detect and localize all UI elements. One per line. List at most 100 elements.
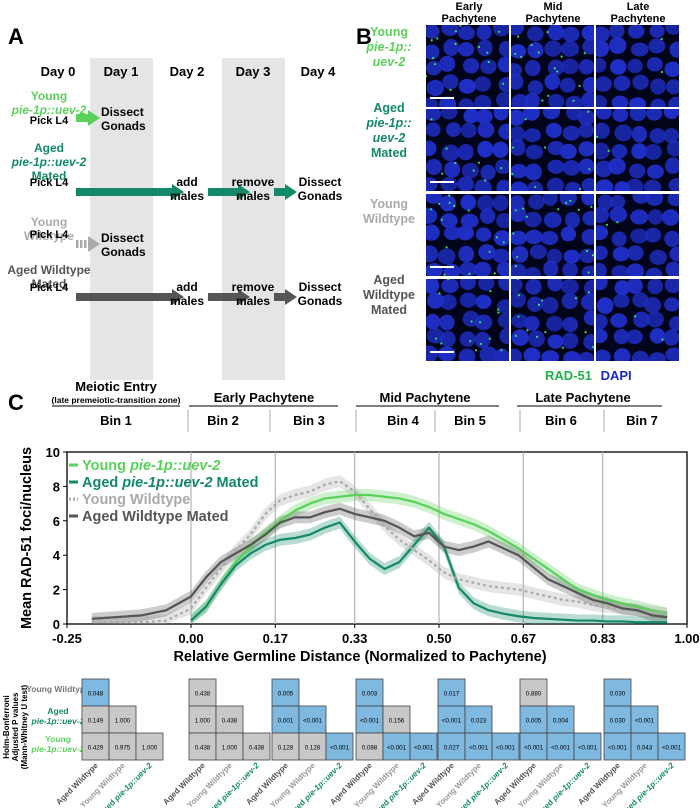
- nucleus: [498, 279, 509, 291]
- stain-legend: RAD-51 DAPI: [545, 368, 632, 383]
- nucleus: [610, 313, 628, 328]
- nucleus: [426, 194, 443, 204]
- x-tick-label: 0.00: [178, 631, 203, 646]
- bin-label: Bin 1: [100, 413, 132, 428]
- y-tick-label: 6: [53, 514, 60, 529]
- condition-name: Aged pie-1p::uev-2 Mated: [11, 141, 87, 183]
- nucleus: [426, 140, 437, 157]
- nucleus: [497, 299, 509, 314]
- nucleus: [523, 128, 541, 143]
- nucleus: [609, 59, 627, 75]
- rad51-focus: [474, 349, 478, 352]
- condition-name-line: Mated: [32, 277, 67, 291]
- x-axis-title: Relative Germline Distance (Normalized t…: [173, 649, 546, 665]
- nucleus: [647, 209, 664, 225]
- nucleus: [608, 157, 626, 175]
- pvalue-text: 0.030: [610, 691, 626, 698]
- x-tick-label: 1.00: [674, 631, 699, 646]
- nucleus: [527, 296, 543, 312]
- nucleus: [663, 128, 679, 144]
- step-label-line: Gonads: [101, 245, 146, 259]
- nucleus: [643, 179, 662, 191]
- condition-name-line: Aged: [34, 141, 64, 155]
- pvalue-text: 0.001: [278, 718, 294, 725]
- rad51-focus: [587, 271, 590, 274]
- rad51-focus: [517, 315, 520, 318]
- nucleus: [492, 194, 509, 212]
- bin-label: Bin 3: [293, 413, 325, 428]
- arrow-shaft: [274, 293, 285, 301]
- nucleus: [440, 330, 456, 347]
- microscopy-row-label-line: Young: [370, 25, 408, 39]
- nucleus: [525, 279, 542, 295]
- nucleus: [581, 228, 594, 245]
- nucleus: [583, 310, 594, 326]
- arrow-shaft: [208, 188, 238, 196]
- nuclei-layer: [511, 279, 594, 361]
- rad51-focus: [556, 70, 559, 73]
- nucleus: [582, 77, 594, 93]
- microscopy-row-label-line: Aged: [373, 101, 404, 115]
- nucleus: [596, 349, 611, 361]
- nucleus: [528, 194, 545, 210]
- nucleus: [613, 328, 629, 345]
- column-header-line: Pachytene: [525, 13, 580, 25]
- pvalue-text: 0.005: [278, 691, 294, 698]
- step-label-line: Dissect: [101, 105, 144, 119]
- x-tick-label: 0.83: [590, 631, 615, 646]
- pvalue-text: 0.023: [471, 718, 487, 725]
- arrow-head: [172, 289, 184, 305]
- series-line: [190, 521, 668, 624]
- legend-entry-italic: pie-1p::uev-2: [129, 458, 220, 474]
- nucleus: [546, 177, 564, 191]
- rad51-focus: [454, 42, 457, 45]
- nucleus: [596, 76, 612, 92]
- nucleus: [511, 245, 529, 263]
- rad51-focus: [544, 331, 547, 334]
- pvalue-axis-title-line: Adjusted P values: [11, 692, 20, 761]
- pvalue-text: 0.030: [610, 718, 626, 725]
- rad51-focus: [607, 149, 610, 152]
- nucleus: [630, 228, 648, 244]
- rad51-focus: [569, 199, 572, 202]
- nucleus: [492, 248, 509, 264]
- nucleus: [613, 348, 631, 361]
- nucleus: [581, 194, 594, 206]
- nucleus: [440, 213, 458, 229]
- rad51-focus: [470, 320, 473, 323]
- rad51-focus: [514, 334, 517, 337]
- rad51-focus: [486, 51, 489, 54]
- nucleus: [559, 143, 577, 160]
- panel-a-label: A: [8, 24, 24, 49]
- pvalue-cell: [298, 732, 327, 761]
- micrograph-tile: [426, 109, 509, 191]
- rad51-focus: [546, 30, 549, 34]
- rad51-focus: [484, 179, 487, 182]
- nucleus: [441, 25, 459, 36]
- nucleus: [561, 292, 579, 310]
- nucleus: [494, 348, 509, 361]
- pvalue-text: 0.429: [88, 745, 104, 752]
- nucleus: [648, 38, 666, 54]
- micrograph-tile: [596, 109, 679, 191]
- nucleus: [426, 207, 438, 224]
- pvalue-text: 0.149: [88, 718, 104, 725]
- nucleus: [459, 279, 477, 291]
- step-label: add males: [170, 175, 204, 203]
- rad51-focus: [514, 52, 517, 55]
- legend-entry-part: Young: [82, 458, 130, 474]
- nucleus: [457, 144, 474, 161]
- rad51-focus: [534, 185, 537, 189]
- nucleus: [477, 140, 494, 158]
- pvalue-cell: [325, 732, 354, 761]
- column-header-line: Early: [456, 1, 484, 13]
- condition-name-line: Wildtype: [24, 229, 74, 243]
- pvalue-axis-title-line: (Mann-Whitney U test): [20, 684, 29, 769]
- nucleus: [612, 109, 629, 122]
- rad51-focus: [472, 169, 475, 172]
- bin-label: Bin 4: [387, 413, 420, 428]
- nuclei-layer: [426, 109, 509, 191]
- matrix-column-label-part: Aged: [97, 796, 119, 808]
- nucleus: [547, 279, 563, 292]
- bin-label: Bin 5: [454, 413, 486, 428]
